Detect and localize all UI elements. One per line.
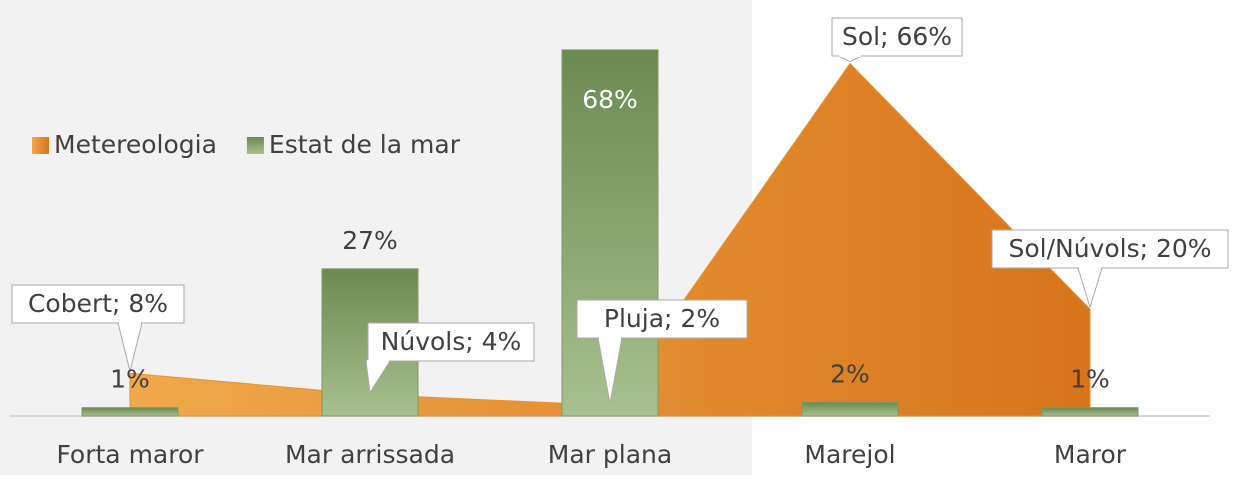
callout-box xyxy=(367,322,535,362)
x-tick-label: Maror xyxy=(1054,440,1127,469)
x-tick-label: Forta maror xyxy=(56,440,204,469)
bar xyxy=(81,407,179,417)
data-label: 1% xyxy=(1070,365,1110,394)
data-label: 27% xyxy=(342,226,398,255)
data-label: Núvols; 4% xyxy=(381,327,522,356)
data-label: Cobert; 8% xyxy=(28,289,168,318)
legend-swatch xyxy=(246,137,264,154)
data-label: 68% xyxy=(582,85,638,114)
legend-swatch xyxy=(32,137,49,154)
x-tick-label: Mar arrissada xyxy=(285,440,455,469)
legend-label: Metereologia xyxy=(54,130,217,159)
data-label: Sol/Núvols; 20% xyxy=(1008,234,1211,263)
data-label: 1% xyxy=(110,365,150,394)
x-tick-label: Marejol xyxy=(804,440,895,469)
bar xyxy=(801,401,899,417)
x-tick-label: Mar plana xyxy=(548,440,672,469)
data-label: Pluja; 2% xyxy=(604,304,720,333)
callout-box xyxy=(11,284,185,324)
legend-label: Estat de la mar xyxy=(269,130,461,159)
data-label: Sol; 66% xyxy=(842,22,952,51)
bar xyxy=(1041,407,1139,417)
callout-box xyxy=(576,299,748,339)
area xyxy=(129,62,1091,417)
callout-box xyxy=(831,17,963,57)
data-label: 2% xyxy=(830,359,870,388)
callout-box xyxy=(991,229,1229,269)
